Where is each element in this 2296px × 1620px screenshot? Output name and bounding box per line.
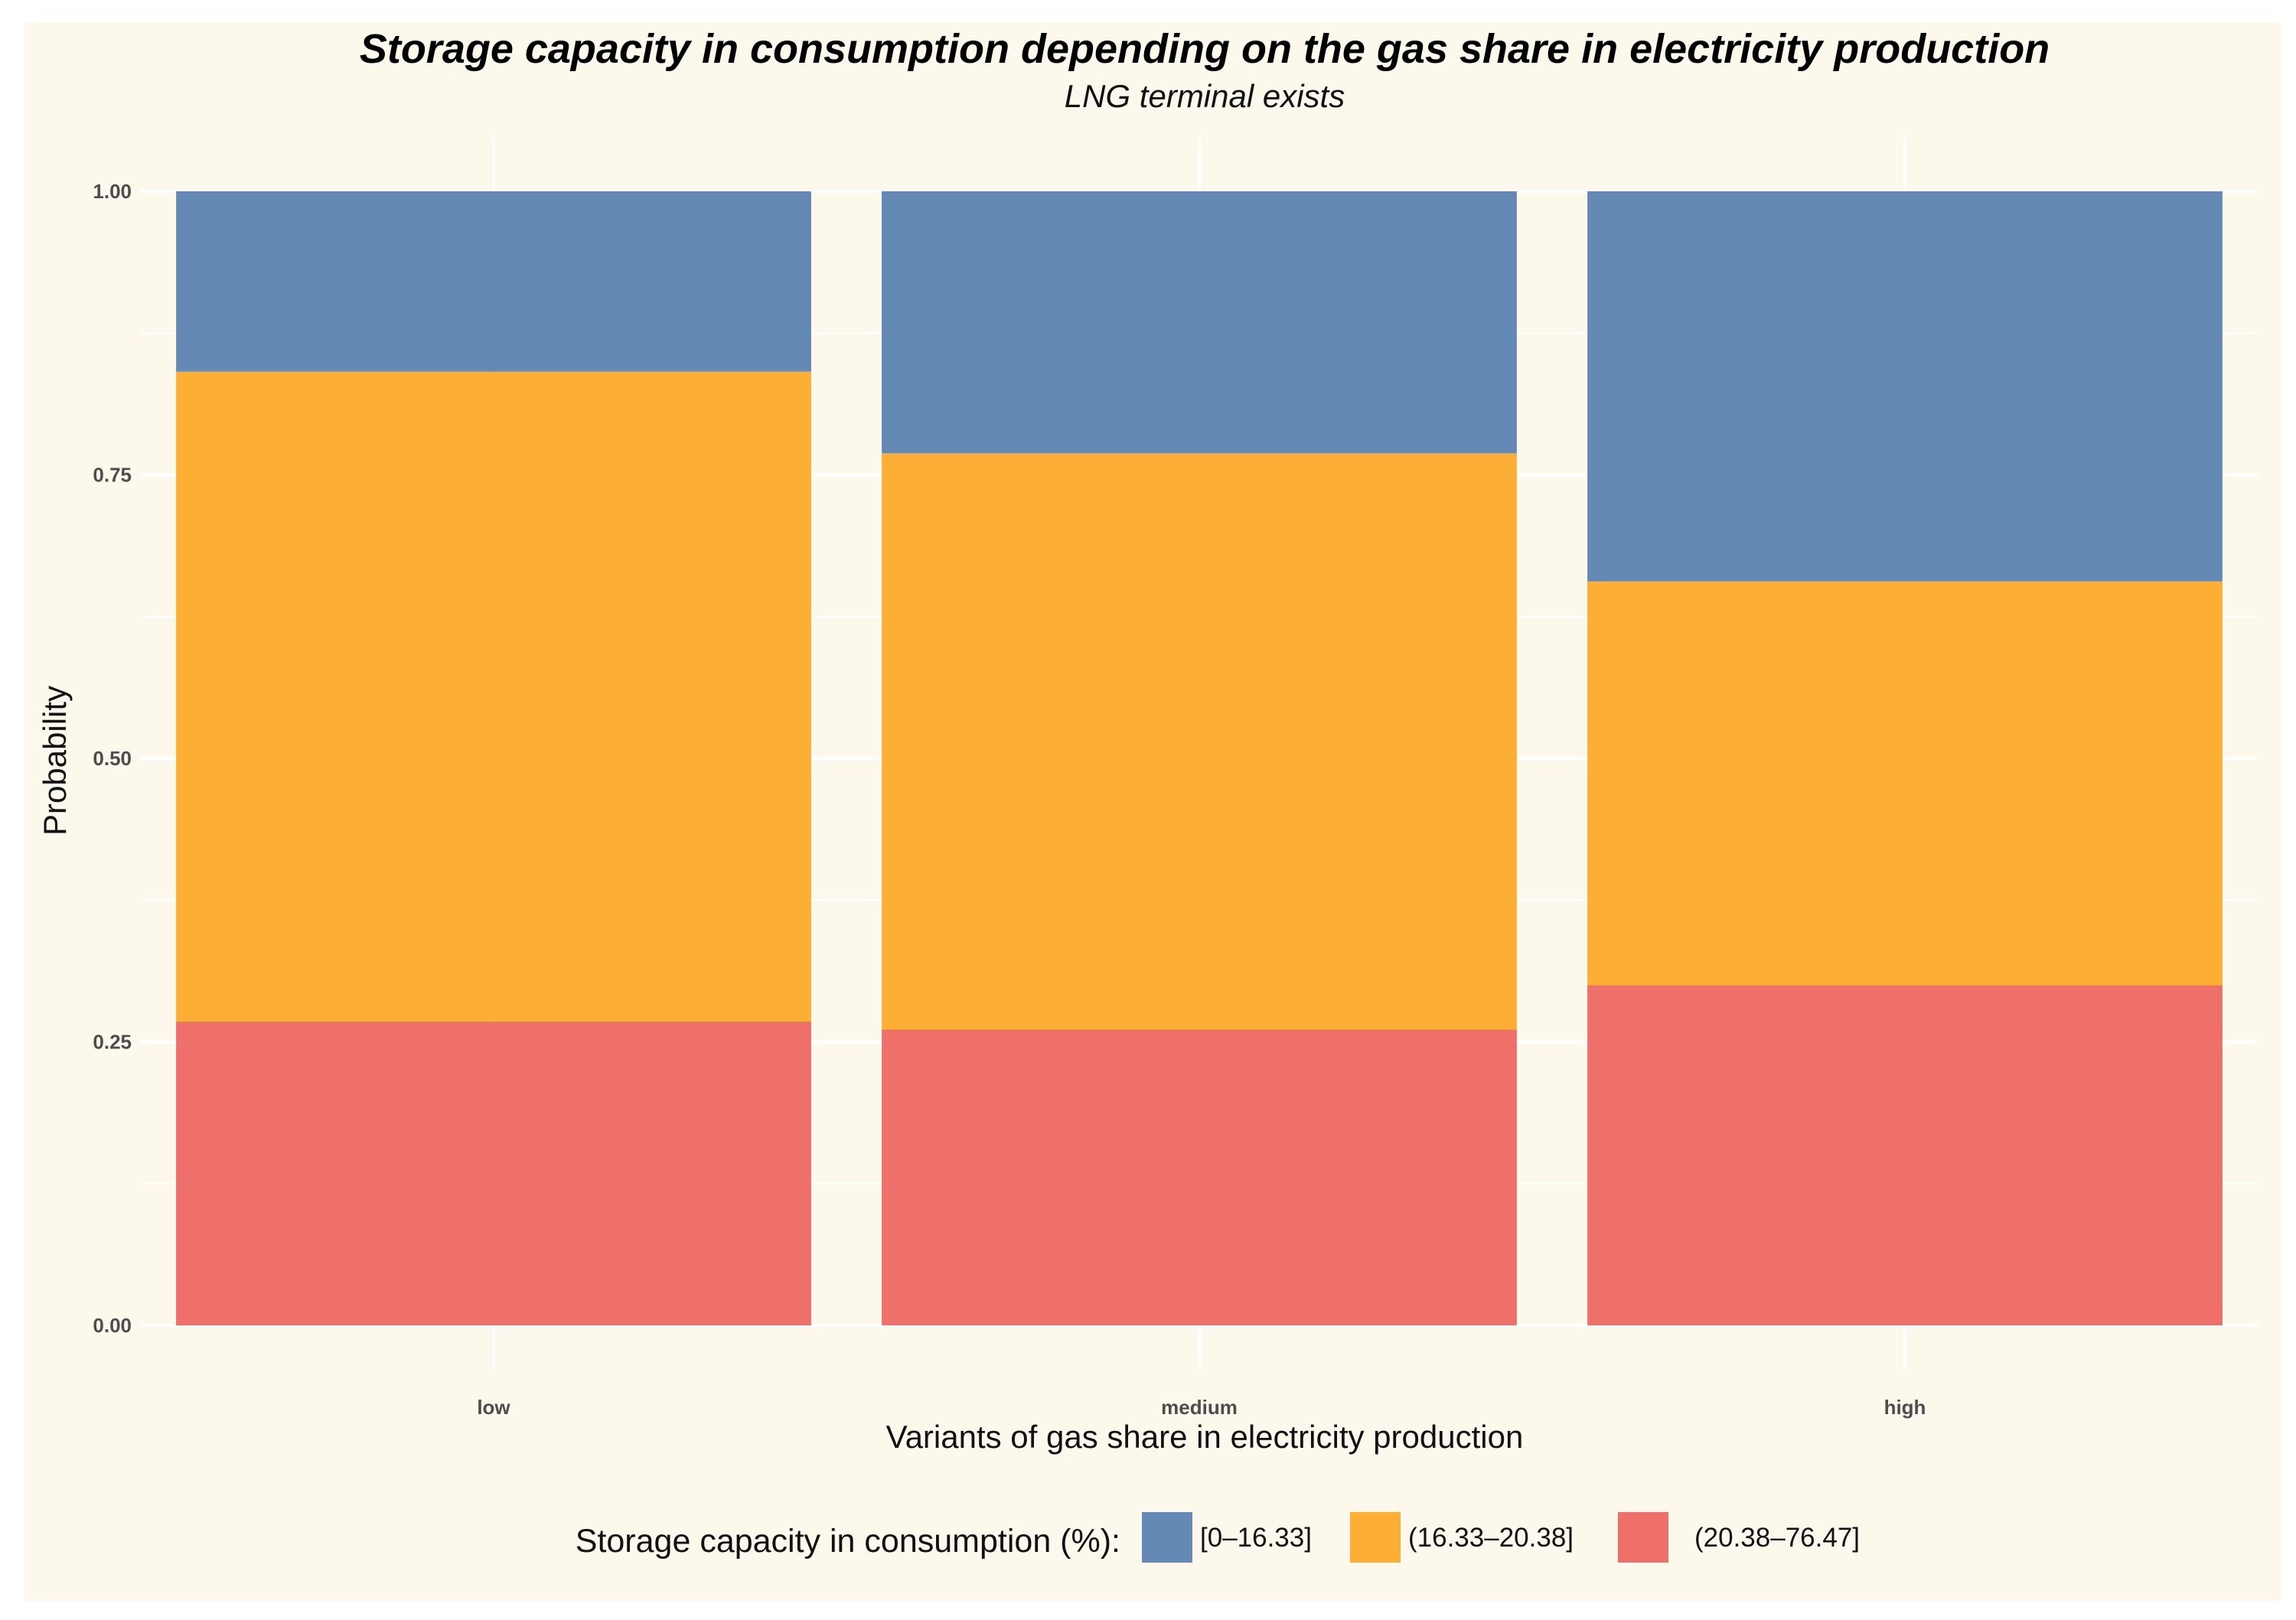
legend-label: (16.33–20.38] [1408,1523,1574,1553]
x-axis-ticks: low medium high [477,1396,1926,1419]
legend: Storage capacity in consumption (%): [0–… [576,1512,1860,1563]
bar-low-0-16-33 [176,191,811,372]
legend-label: (20.38–76.47] [1694,1523,1860,1553]
x-tick-label: medium [1161,1396,1238,1419]
x-tick-label: high [1884,1396,1926,1419]
chart-panel: 0.00 0.25 0.50 0.75 1.00 low medium high Stora… [24,23,2281,1601]
legend-key-20-38-76-47 [1618,1512,1668,1563]
x-axis-title: Variants of gas share in electricity pro… [886,1419,1524,1455]
bars [176,191,2223,1325]
y-tick-label: 1.00 [93,180,132,203]
chart-title: Storage capacity in consumption dependin… [360,26,2050,72]
bar-high-0-16-33 [1587,191,2223,582]
bar-medium-16-33-20-38 [882,453,1517,1030]
x-tick-label: low [477,1396,510,1419]
bar-low-20-38-76-47 [176,1021,811,1325]
bar-low-16-33-20-38 [176,371,811,1022]
bar-medium-20-38-76-47 [882,1029,1517,1325]
chart-subtitle: LNG terminal exists [1065,78,1345,114]
y-tick-label: 0.25 [93,1031,132,1054]
stacked-bar-chart: 0.00 0.25 0.50 0.75 1.00 low medium high Stora… [37,26,2258,1563]
legend-title: Storage capacity in consumption (%): [576,1523,1120,1560]
bar-high-20-38-76-47 [1587,985,2223,1325]
bar-high-16-33-20-38 [1587,581,2223,986]
legend-key-0-16-33 [1142,1512,1192,1563]
y-tick-label: 0.75 [93,464,132,487]
legend-key-16-33-20-38 [1350,1512,1401,1563]
y-axis-ticks: 0.00 0.25 0.50 0.75 1.00 [93,180,132,1337]
bar-medium-0-16-33 [882,191,1517,454]
y-axis-title: Probability [37,686,73,836]
y-tick-label: 0.50 [93,747,132,770]
legend-label: [0–16.33] [1200,1523,1312,1553]
y-tick-label: 0.00 [93,1314,132,1337]
